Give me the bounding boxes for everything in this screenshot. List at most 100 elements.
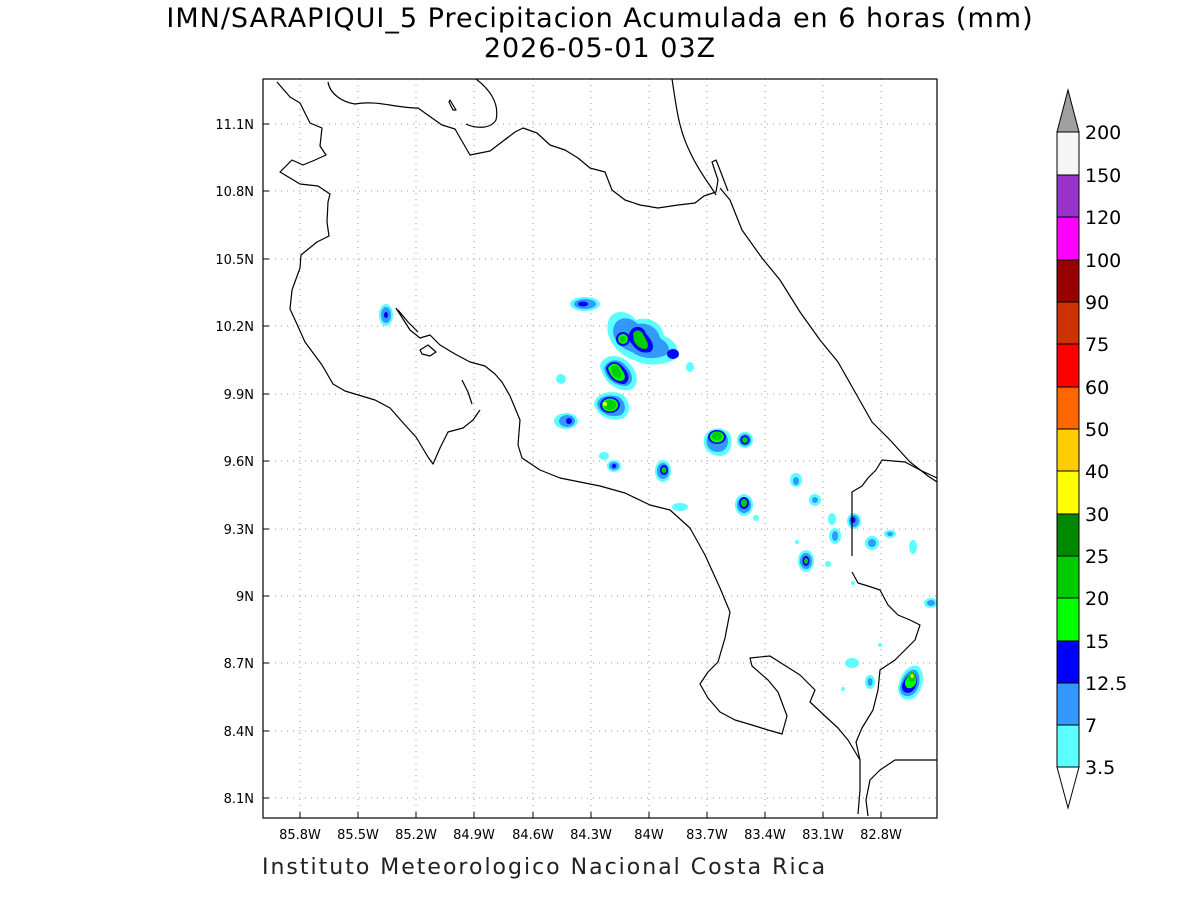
- colorbar-swatch: [1056, 428, 1080, 472]
- colorbar-swatch: [1056, 343, 1080, 388]
- map-title: IMN/SARAPIQUI_5 Precipitacion Acumulada …: [166, 3, 1034, 34]
- colorbar-swatch: [1056, 513, 1080, 557]
- precip-cell: [607, 312, 679, 365]
- precip-cell: [793, 477, 799, 485]
- colorbar-swatch: [1056, 470, 1080, 515]
- precip-cell: [841, 687, 845, 691]
- map-subtitle: 2026-05-01 03Z: [483, 33, 717, 64]
- colorbar-swatch: [1056, 174, 1080, 218]
- lat-axis: 11.1N 10.8N 10.5N 10.2N 9.9N 9.6N 9.3N 9…: [215, 118, 269, 807]
- colorbar-label: 30: [1085, 504, 1109, 526]
- colorbar-labels: 3.5 7 12.5 15 20 25 30 40 50 60 75 90 10…: [1085, 122, 1127, 779]
- colorbar-upper-arrow: [1056, 88, 1080, 133]
- precip-cell: [686, 362, 694, 372]
- precip-cell: [828, 513, 836, 525]
- colorbar: [1056, 88, 1080, 810]
- lon-tick-label: 84.3W: [570, 828, 612, 843]
- colorbar-swatch: [1056, 597, 1080, 642]
- lon-tick-label: 84.9W: [453, 828, 495, 843]
- colorbar-label: 100: [1085, 250, 1121, 272]
- colorbar-swatch: [1056, 131, 1080, 176]
- lon-tick-label: 85.2W: [395, 828, 437, 843]
- lon-tick-label: 82.8W: [860, 828, 902, 843]
- precip-cell: [845, 658, 859, 668]
- colorbar-label: 3.5: [1085, 757, 1115, 779]
- precip-cell: [887, 532, 893, 536]
- map-frame: [263, 79, 937, 818]
- colorbar-swatch: [1056, 640, 1080, 684]
- precip-cell: [737, 432, 753, 448]
- precip-cell: [927, 600, 935, 606]
- lon-tick-label: 84.6W: [512, 828, 554, 843]
- lon-tick-label: 85.5W: [337, 828, 379, 843]
- precip-cell: [798, 550, 814, 572]
- precip-cell: [735, 494, 753, 516]
- lat-tick-label: 9.3N: [224, 523, 254, 538]
- lat-tick-label: 11.1N: [215, 118, 254, 133]
- lat-tick-label: 10.8N: [215, 185, 254, 200]
- precip-cell: [851, 581, 855, 585]
- colorbar-label: 60: [1085, 377, 1109, 399]
- colorbar-label: 25: [1085, 546, 1109, 568]
- colorbar-label: 120: [1085, 207, 1121, 229]
- colorbar-swatch: [1056, 259, 1080, 303]
- colorbar-swatch: [1056, 216, 1080, 261]
- colorbar-label: 200: [1085, 122, 1121, 144]
- lon-tick-label: 83.4W: [744, 828, 786, 843]
- lat-tick-label: 8.1N: [224, 792, 254, 807]
- colorbar-label: 75: [1085, 334, 1109, 356]
- colorbar-swatch: [1056, 555, 1080, 599]
- colorbar-lower-arrow: [1056, 766, 1080, 810]
- colorbar-label: 50: [1085, 419, 1109, 441]
- colorbar-swatch: [1056, 301, 1080, 345]
- precip-cell: [832, 531, 838, 541]
- precip-cell: [909, 540, 917, 554]
- colorbar-label: 40: [1085, 461, 1109, 483]
- precip-cell: [556, 374, 566, 384]
- precip-cell: [379, 304, 393, 326]
- precip-cell: [607, 460, 621, 472]
- graticule-grid: [263, 79, 937, 818]
- precip-cell: [825, 561, 831, 567]
- lon-tick-label: 84W: [634, 828, 664, 843]
- colorbar-swatch: [1056, 724, 1080, 768]
- lon-tick-label: 85.8W: [279, 828, 321, 843]
- lat-tick-label: 9.9N: [224, 388, 254, 403]
- lat-tick-label: 10.5N: [215, 253, 254, 268]
- lat-tick-label: 8.7N: [224, 657, 254, 672]
- colorbar-label: 90: [1085, 292, 1109, 314]
- precipitation-field: [379, 297, 937, 700]
- precip-cell: [655, 460, 671, 482]
- lon-tick-label: 83.1W: [802, 828, 844, 843]
- precip-cell: [600, 356, 637, 391]
- coastlines: [276, 79, 937, 817]
- precip-cell: [847, 513, 861, 529]
- precip-cell: [868, 539, 876, 547]
- precip-cell: [599, 452, 609, 460]
- precip-cell: [898, 665, 923, 700]
- lon-tick-label: 83.7W: [686, 828, 728, 843]
- precip-cell: [812, 497, 818, 503]
- colorbar-label: 12.5: [1085, 673, 1127, 695]
- colorbar-label: 15: [1085, 631, 1109, 653]
- precip-cell: [703, 428, 732, 456]
- footer-credit: Instituto Meteorologico Nacional Costa R…: [262, 855, 828, 880]
- precip-cell: [878, 643, 882, 647]
- precip-cell: [672, 503, 688, 511]
- precip-cell: [570, 297, 600, 311]
- lat-tick-label: 9N: [236, 590, 254, 605]
- precip-cell: [867, 678, 873, 686]
- precip-cell: [594, 392, 630, 420]
- colorbar-label: 7: [1085, 715, 1097, 737]
- lat-tick-label: 9.6N: [224, 455, 254, 470]
- precip-cell: [554, 413, 578, 429]
- precip-cell: [795, 540, 799, 544]
- colorbar-swatch: [1056, 682, 1080, 726]
- lat-tick-label: 10.2N: [215, 320, 254, 335]
- precip-cell: [753, 515, 759, 521]
- lon-axis: 85.8W 85.5W 85.2W 84.9W 84.6W 84.3W 84W …: [279, 812, 902, 843]
- lat-tick-label: 8.4N: [224, 725, 254, 740]
- colorbar-swatch: [1056, 386, 1080, 430]
- colorbar-label: 150: [1085, 165, 1121, 187]
